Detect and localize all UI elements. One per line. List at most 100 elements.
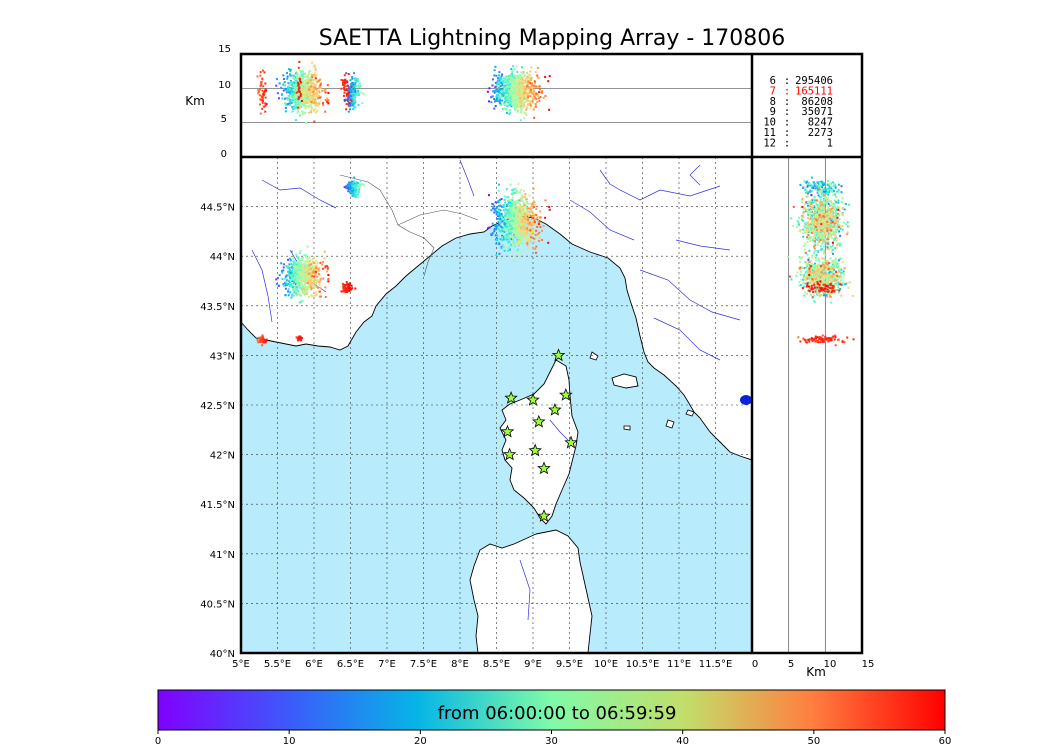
lightning-source-altlon — [515, 91, 518, 94]
lightning-source-altlat — [833, 268, 836, 271]
lightning-source-altlat — [799, 266, 802, 269]
lightning-source — [508, 205, 511, 208]
lightning-source-altlon — [346, 94, 349, 97]
lightning-source-altlon — [314, 104, 317, 107]
lightning-source-altlon — [305, 97, 308, 100]
lightning-source-altlat — [835, 201, 838, 204]
lightning-source-altlon — [511, 82, 514, 85]
lightning-source-altlat — [805, 285, 808, 288]
lightning-source — [352, 194, 355, 197]
lightning-source-altlat — [818, 283, 821, 286]
lightning-source-altlon — [303, 84, 306, 87]
lightning-source-altlat — [832, 287, 835, 290]
lightning-source — [496, 211, 499, 214]
lightning-source-altlon — [316, 104, 319, 107]
lightning-source — [532, 220, 535, 223]
lightning-source-altlon — [303, 97, 306, 100]
lightning-source-altlon — [353, 86, 356, 89]
lightning-source-altlon — [507, 97, 510, 100]
lightning-source-altlon — [305, 75, 308, 78]
lightning-source — [491, 222, 494, 225]
lightning-source-altlat — [838, 280, 841, 283]
lightning-source-altlon — [508, 81, 511, 84]
lightning-source — [312, 282, 315, 285]
lightning-source-altlat — [819, 281, 822, 284]
lightning-source — [296, 260, 299, 263]
lightning-source — [345, 288, 348, 291]
lightning-source — [504, 201, 507, 204]
lightning-source-altlon — [344, 81, 347, 84]
lightning-source-altlon — [498, 101, 501, 104]
lightning-source — [292, 277, 295, 280]
lightning-source-altlat — [829, 268, 832, 271]
lightning-source-altlon — [297, 108, 300, 111]
lightning-source-altlon — [518, 82, 521, 85]
lightning-source-altlon — [300, 96, 303, 99]
lightning-source-altlat — [831, 267, 834, 270]
lightning-source — [547, 241, 550, 244]
station-star-icon — [502, 447, 517, 461]
lightning-source — [528, 202, 531, 205]
lightning-source-altlat — [833, 222, 836, 225]
lightning-source — [511, 197, 514, 200]
lightning-source-altlon — [494, 90, 497, 93]
lightning-source-altlon — [351, 83, 354, 86]
lightning-source-altlat — [806, 263, 809, 266]
lightning-source-altlon — [343, 85, 346, 88]
lightning-source-altlon — [536, 93, 539, 96]
lightning-source-altlon — [499, 91, 502, 94]
station-star-icon — [537, 461, 551, 475]
lightning-source-altlon — [516, 102, 519, 105]
lightning-source — [285, 274, 288, 277]
lightning-source-altlon — [353, 102, 356, 105]
station-star-icon — [564, 435, 578, 449]
lightning-source — [532, 226, 535, 229]
lightning-source-altlat — [810, 282, 813, 285]
lightning-source — [315, 281, 318, 284]
lightning-source-altlat — [808, 270, 811, 273]
lightning-source-altlat — [829, 188, 832, 191]
lightning-source-altlon — [500, 78, 503, 81]
lightning-source-altlon — [285, 91, 288, 94]
lightning-source — [529, 229, 532, 232]
lightning-source-altlon — [520, 84, 523, 87]
lightning-source-altlon — [296, 99, 299, 102]
lightning-source — [526, 202, 529, 205]
lightning-source-altlon — [526, 94, 529, 97]
lightning-source — [299, 300, 302, 303]
lightning-source — [324, 295, 327, 298]
lightning-source-altlat — [832, 205, 835, 208]
lightning-source-altlat — [802, 228, 805, 231]
lightning-source-altlon — [304, 88, 307, 91]
lightning-source-altlat — [814, 259, 817, 262]
lightning-source-altlon — [535, 85, 538, 88]
lightning-source-altlon — [308, 95, 311, 98]
lightning-source-altlon — [521, 95, 524, 98]
lightning-source-altlat — [815, 184, 818, 187]
lightning-source-altlat — [810, 273, 813, 276]
lightning-source-altlat — [826, 288, 829, 291]
lightning-source-altlat — [834, 247, 837, 250]
lightning-source-altlon — [294, 101, 297, 104]
lightning-source — [304, 279, 307, 282]
lightning-source-altlat — [819, 225, 822, 228]
lightning-source — [512, 244, 515, 247]
lightning-source — [346, 186, 349, 189]
lightning-source-altlat — [810, 276, 813, 279]
lightning-source — [494, 209, 497, 212]
lightning-source — [317, 280, 320, 283]
lightning-source — [521, 195, 524, 198]
lightning-source-altlon — [521, 77, 524, 80]
lightning-source-altlat — [836, 223, 839, 226]
lightning-source — [530, 224, 533, 227]
lightning-source — [514, 235, 517, 238]
lightning-source-altlon — [517, 82, 520, 85]
legend-station-number: 12 — [763, 137, 776, 149]
lightning-source — [326, 267, 329, 270]
lightning-source-altlon — [499, 88, 502, 91]
lightning-source-altlat — [825, 294, 828, 297]
lightning-source-altlat — [814, 256, 817, 259]
lightning-source — [291, 273, 294, 276]
lightning-source — [281, 278, 284, 281]
lightning-source-altlat — [827, 193, 830, 196]
